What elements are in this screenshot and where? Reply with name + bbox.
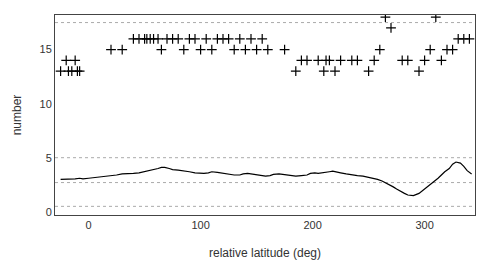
svg-text:10: 10: [40, 98, 52, 110]
svg-text:number: number: [10, 95, 24, 136]
svg-text:200: 200: [303, 219, 321, 231]
svg-text:15: 15: [40, 43, 52, 55]
svg-text:100: 100: [191, 219, 209, 231]
svg-text:0: 0: [46, 206, 52, 218]
svg-text:300: 300: [415, 219, 433, 231]
svg-text:5: 5: [46, 152, 52, 164]
svg-text:0: 0: [86, 219, 92, 231]
svg-text:relative latitude (deg): relative latitude (deg): [209, 246, 321, 260]
